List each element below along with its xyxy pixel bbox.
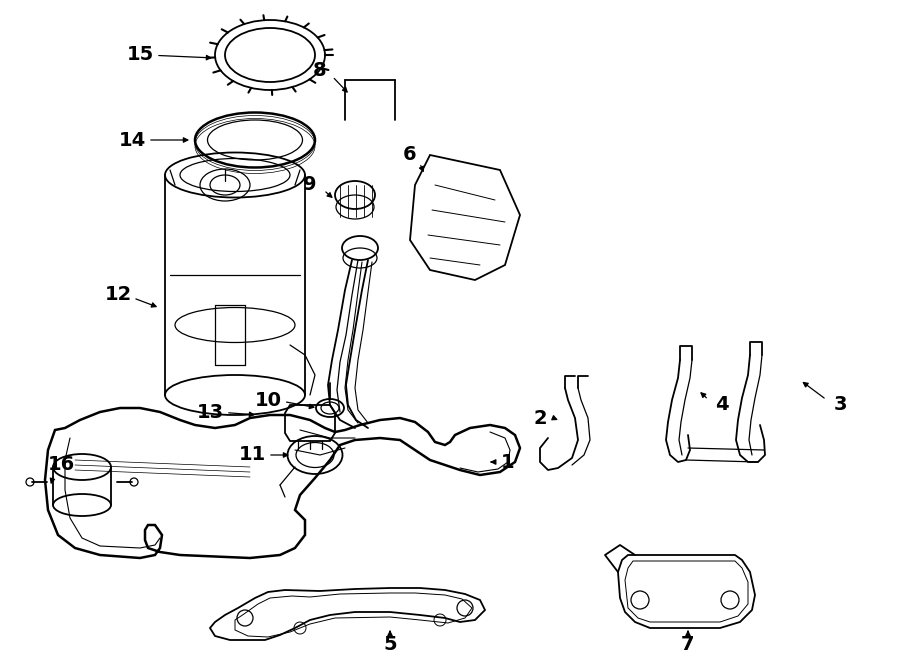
- Text: 6: 6: [403, 145, 417, 165]
- Text: 7: 7: [681, 635, 695, 654]
- Text: 14: 14: [119, 130, 146, 149]
- Text: 15: 15: [126, 46, 154, 65]
- Text: 9: 9: [303, 176, 317, 194]
- Text: 8: 8: [313, 61, 327, 79]
- Text: 4: 4: [716, 395, 729, 414]
- Text: 2: 2: [533, 408, 547, 428]
- Text: 12: 12: [104, 286, 131, 305]
- Text: 3: 3: [833, 395, 847, 414]
- Text: 5: 5: [383, 635, 397, 654]
- Text: 11: 11: [238, 446, 266, 465]
- Text: 10: 10: [255, 391, 282, 410]
- Text: 13: 13: [196, 403, 223, 422]
- Text: 1: 1: [501, 453, 515, 471]
- Text: 16: 16: [48, 455, 75, 475]
